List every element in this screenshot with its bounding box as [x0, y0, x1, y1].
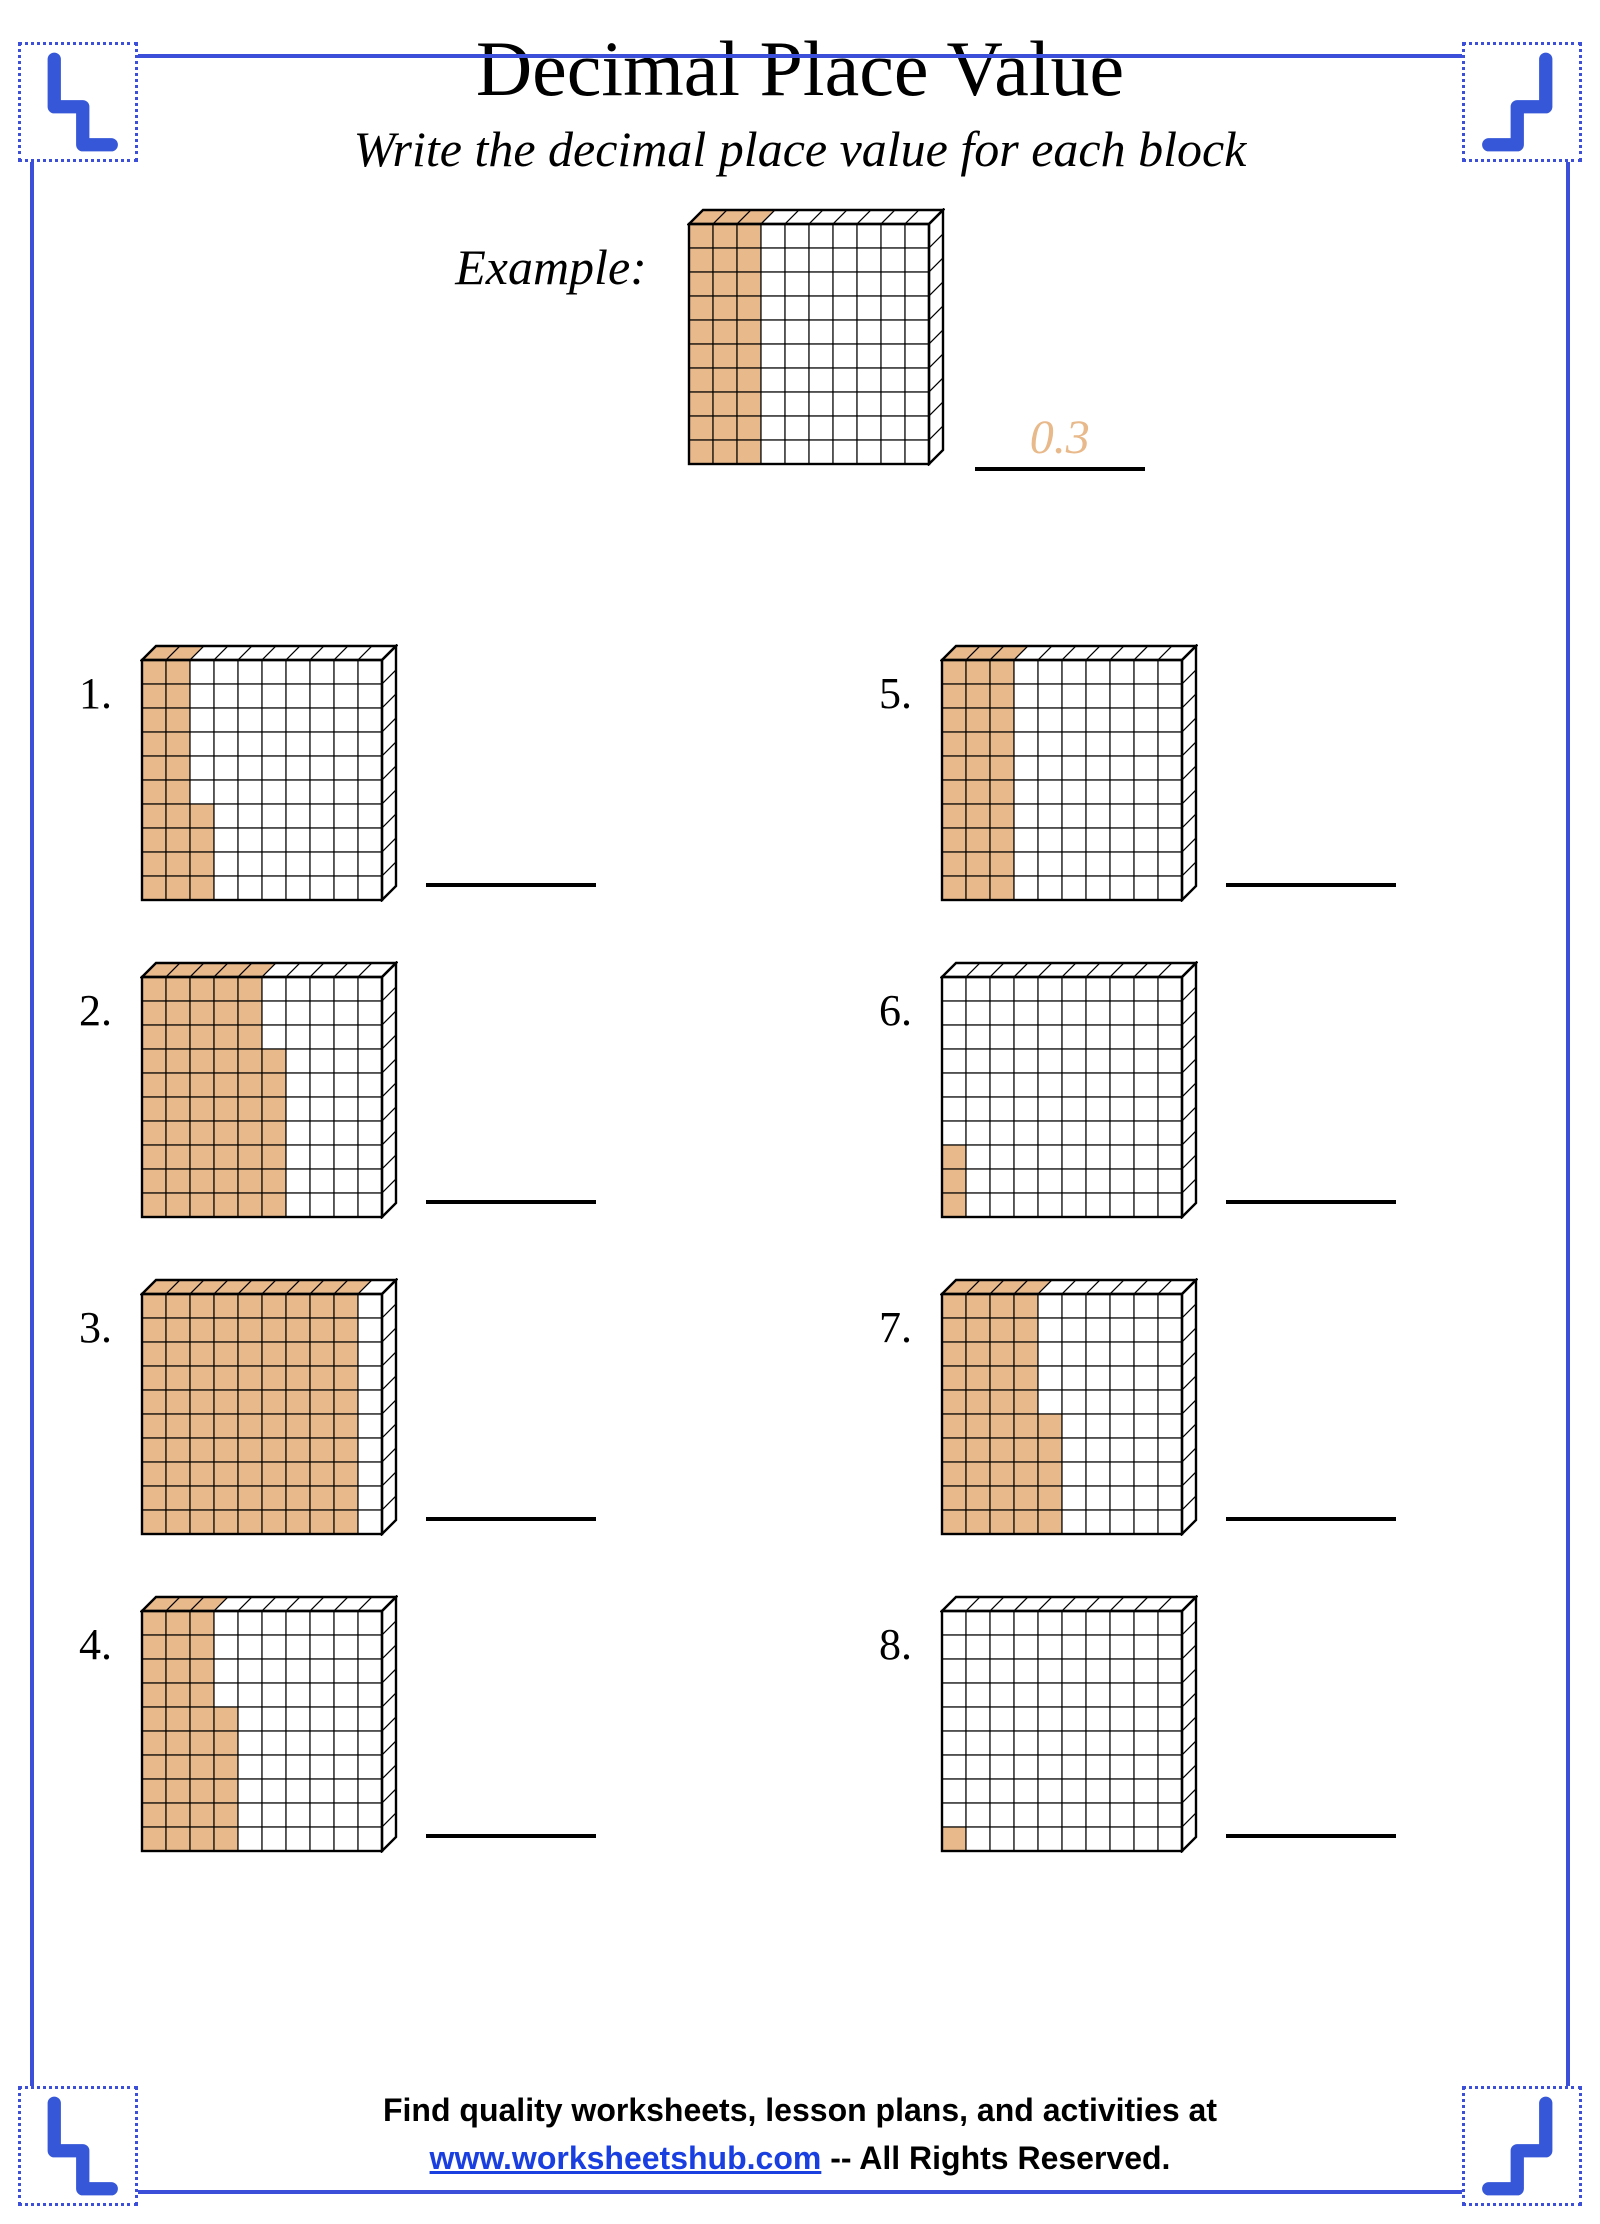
problem-row: 4. — [60, 1595, 740, 1858]
answer-blank[interactable] — [1226, 883, 1396, 887]
problem-row: 6. — [860, 961, 1540, 1224]
problem-row: 8. — [860, 1595, 1540, 1858]
problem-number: 6. — [860, 985, 912, 1036]
problem-row: 5. — [860, 644, 1540, 907]
hundred-block — [940, 644, 1198, 907]
problem-row: 7. — [860, 1278, 1540, 1541]
hundred-block — [940, 1278, 1198, 1541]
problem-row: 2. — [60, 961, 740, 1224]
problem-number: 7. — [860, 1302, 912, 1353]
hundred-block — [140, 961, 398, 1224]
problem-number: 1. — [60, 668, 112, 719]
problem-row: 3. — [60, 1278, 740, 1541]
footer-link[interactable]: www.worksheetshub.com — [430, 2140, 822, 2176]
problem-number: 5. — [860, 668, 912, 719]
right-column: 5. 6. 7. 8. — [860, 644, 1540, 1858]
footer: Find quality worksheets, lesson plans, a… — [0, 2086, 1600, 2182]
answer-blank[interactable] — [1226, 1517, 1396, 1521]
hundred-block — [140, 1595, 398, 1858]
answer-blank[interactable] — [1226, 1834, 1396, 1838]
footer-line2: www.worksheetshub.com -- All Rights Rese… — [0, 2134, 1600, 2182]
problem-number: 8. — [860, 1619, 912, 1670]
corner-glyph-tr — [1462, 42, 1582, 162]
answer-blank[interactable] — [426, 1200, 596, 1204]
footer-suffix: -- All Rights Reserved. — [821, 2140, 1170, 2176]
hundred-block — [940, 961, 1198, 1224]
problem-number: 2. — [60, 985, 112, 1036]
footer-line1: Find quality worksheets, lesson plans, a… — [0, 2086, 1600, 2134]
hundred-block — [940, 1595, 1198, 1858]
answer-blank[interactable] — [426, 1834, 596, 1838]
answer-blank[interactable] — [426, 883, 596, 887]
hundred-block — [140, 1278, 398, 1541]
answer-blank[interactable] — [426, 1517, 596, 1521]
problem-number: 4. — [60, 1619, 112, 1670]
worksheet-page: Decimal Place Value Write the decimal pl… — [0, 24, 1600, 2224]
problems-area: 1. 2. 3. 4. 5. 6. 7. 8. — [60, 644, 1540, 1858]
left-column: 1. 2. 3. 4. — [60, 644, 740, 1858]
corner-glyph-tl — [18, 42, 138, 162]
problem-number: 3. — [60, 1302, 112, 1353]
hundred-block — [140, 644, 398, 907]
problem-row: 1. — [60, 644, 740, 907]
answer-blank[interactable] — [1226, 1200, 1396, 1204]
